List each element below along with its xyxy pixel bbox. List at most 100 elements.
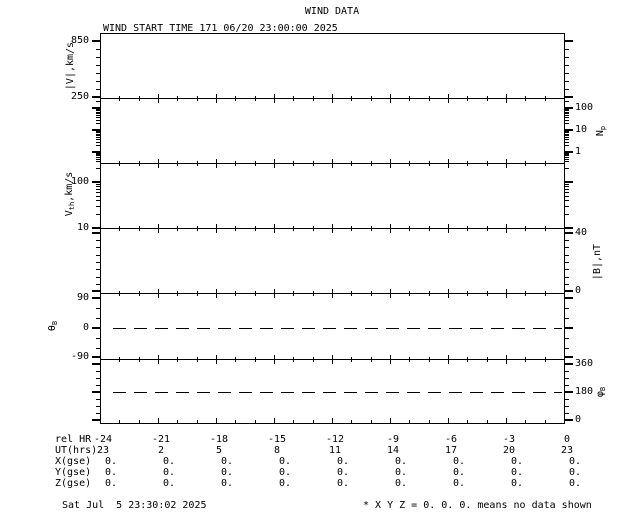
x-tick — [506, 94, 507, 103]
y-tick-minor — [565, 240, 569, 241]
x-tick — [332, 94, 333, 103]
y-tick-minor — [565, 399, 569, 400]
y-tick-minor — [565, 255, 569, 256]
x-tick — [429, 226, 430, 231]
x-tick — [467, 226, 468, 231]
y-tick-minor — [96, 89, 100, 90]
y-tick-major — [92, 129, 100, 131]
y-tick-minor — [565, 348, 569, 349]
table-cell: 0. — [568, 467, 581, 478]
y-tick-label: 180 — [575, 386, 594, 397]
y-tick-minor — [96, 192, 100, 193]
x-tick — [429, 161, 430, 166]
x-tick — [448, 94, 449, 103]
y-tick-minor — [96, 109, 100, 110]
x-tick — [293, 291, 294, 296]
y-tick-minor — [96, 196, 100, 197]
y-tick-major — [565, 151, 573, 153]
x-tick — [235, 357, 236, 362]
table-cell: -9 — [386, 434, 400, 445]
y-tick-minor — [96, 255, 100, 256]
y-tick-minor — [96, 157, 100, 158]
y-tick-minor — [565, 155, 569, 156]
y-tick-major — [565, 419, 573, 421]
y-tick-minor — [565, 120, 569, 121]
reference-line — [113, 328, 562, 329]
x-tick — [332, 224, 333, 233]
y-tick-minor — [565, 262, 569, 263]
y-tick-minor — [96, 284, 100, 285]
y-tick-major — [565, 40, 573, 42]
y-tick-major — [92, 107, 100, 109]
y-tick-minor — [96, 137, 100, 138]
y-tick-label: 850 — [70, 35, 89, 46]
x-tick — [564, 94, 565, 103]
y-tick-minor — [96, 115, 100, 116]
x-tick — [448, 355, 449, 364]
y-tick-minor — [96, 385, 100, 386]
y-tick-minor — [96, 161, 100, 162]
table-cell: 0. — [162, 467, 175, 478]
x-tick — [448, 224, 449, 233]
y-tick-major — [92, 327, 100, 329]
y-tick-minor — [565, 200, 569, 201]
x-tick — [487, 291, 488, 296]
table-cell: 0. — [510, 478, 523, 489]
y-tick-minor — [565, 159, 569, 160]
y-tick-minor — [565, 196, 569, 197]
y-tick-minor — [565, 139, 569, 140]
no-data-note: * X Y Z = 0. 0. 0. means no data shown — [363, 500, 592, 511]
y-tick-label: 100 — [70, 176, 89, 187]
y-tick-minor — [565, 277, 569, 278]
x-tick — [293, 420, 294, 423]
x-tick — [409, 291, 410, 296]
y-tick-minor — [565, 123, 569, 124]
x-tick — [293, 96, 294, 101]
x-tick — [545, 357, 546, 362]
x-tick — [119, 161, 120, 166]
y-tick-minor — [96, 399, 100, 400]
x-tick — [274, 289, 275, 298]
y-tick-major — [92, 151, 100, 153]
x-tick — [139, 96, 140, 101]
x-tick — [313, 96, 314, 101]
axis-title-np: Np — [595, 125, 607, 137]
y-tick-minor — [96, 131, 100, 132]
x-tick — [448, 159, 449, 168]
table-cell: 0. — [336, 456, 349, 467]
y-tick-minor — [96, 142, 100, 143]
x-tick — [119, 226, 120, 231]
x-tick — [371, 226, 372, 231]
x-tick — [235, 96, 236, 101]
x-tick — [313, 357, 314, 362]
y-tick-major — [565, 227, 573, 229]
x-tick — [119, 420, 120, 423]
table-cell: 0. — [452, 478, 465, 489]
x-tick — [235, 420, 236, 423]
y-tick-minor — [96, 57, 100, 58]
x-tick — [467, 357, 468, 362]
y-tick-major — [92, 227, 100, 229]
y-tick-major — [565, 107, 573, 109]
x-tick — [293, 226, 294, 231]
y-tick-minor — [565, 214, 569, 215]
x-tick — [197, 291, 198, 296]
x-tick — [409, 357, 410, 362]
x-tick — [100, 159, 101, 168]
y-tick-major — [92, 363, 100, 365]
plot-start-time: WIND START TIME 171 06/20 23:00:00 2025 — [103, 23, 338, 34]
y-tick-minor — [96, 269, 100, 270]
x-tick — [448, 289, 449, 298]
y-tick-major — [92, 391, 100, 393]
table-row-label: UT(hrs) — [55, 445, 98, 456]
y-tick-minor — [96, 132, 100, 133]
y-tick-minor — [565, 189, 569, 190]
x-tick — [139, 420, 140, 423]
y-tick-minor — [96, 338, 100, 339]
x-tick — [409, 420, 410, 423]
x-tick — [158, 418, 159, 423]
x-tick — [371, 96, 372, 101]
x-tick — [255, 420, 256, 423]
y-tick-minor — [96, 154, 100, 155]
x-tick — [487, 96, 488, 101]
